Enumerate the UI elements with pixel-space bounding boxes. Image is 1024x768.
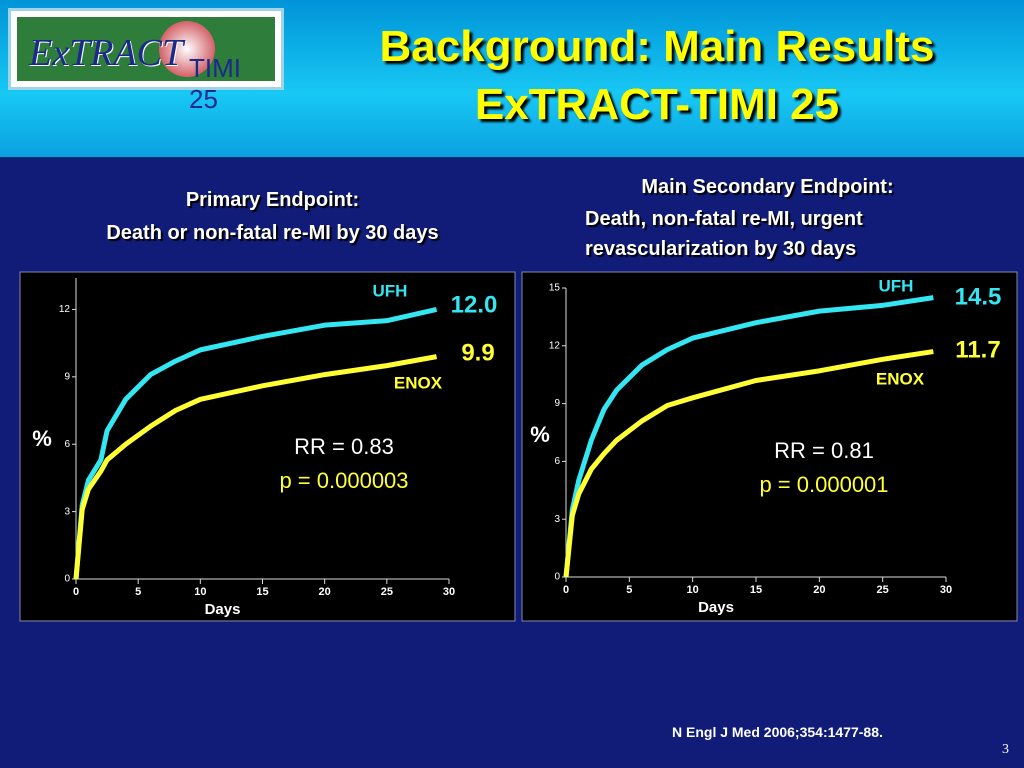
annotation: RR = 0.83 [294, 434, 394, 459]
plot-background [19, 271, 516, 622]
y-axis-label: % [530, 422, 550, 447]
y-tick-label: 9 [554, 398, 560, 409]
plot-background [521, 271, 1018, 622]
x-tick-label: 15 [750, 584, 762, 596]
y-tick-label: 6 [554, 456, 560, 467]
chart-title: Main Secondary Endpoint: [641, 176, 894, 198]
y-tick-label: 12 [59, 304, 71, 315]
data-label: 12.0 [451, 291, 498, 318]
x-tick-label: 30 [443, 586, 455, 598]
line-series [563, 349, 934, 578]
y-tick-label: 6 [64, 439, 70, 450]
annotation: RR = 0.81 [774, 438, 874, 463]
series-label: UFH [373, 281, 408, 300]
x-tick-label: 0 [73, 586, 79, 598]
x-tick-label: 10 [687, 584, 699, 596]
logo: ExTRACT TIMI 25 [8, 8, 284, 114]
y-tick-label: 12 [549, 340, 561, 351]
y-tick-label: 3 [64, 506, 70, 517]
series-label: ENOX [876, 369, 925, 388]
x-tick-label: 5 [135, 586, 141, 598]
x-tick-label: 25 [877, 584, 889, 596]
page-number: 3 [1002, 742, 1009, 757]
annotation: p = 0.000003 [279, 468, 408, 493]
data-label: 11.7 [955, 336, 1000, 363]
slide-title: ExTRACT-TIMI 25 [474, 80, 840, 129]
y-axis-label: % [32, 426, 52, 451]
logo-panel: ExTRACT TIMI 25 [17, 17, 275, 114]
line-series [563, 295, 934, 578]
x-axis-label: Days [205, 601, 241, 618]
series-label: UFH [879, 276, 914, 295]
x-tick-label: 15 [256, 586, 268, 598]
y-tick-label: 0 [64, 574, 70, 585]
line-series [73, 307, 438, 580]
chart-subtitle: Death or non-fatal re-MI by 30 days [106, 222, 439, 244]
y-tick-label: 15 [549, 283, 561, 294]
x-tick-label: 25 [381, 586, 393, 598]
x-axis-label: Days [698, 599, 734, 616]
chart-title: Primary Endpoint: [185, 189, 360, 211]
slide-title: Background: Main Results [379, 22, 935, 71]
x-tick-label: 0 [563, 584, 569, 596]
x-tick-label: 20 [813, 584, 825, 596]
data-label: 14.5 [955, 283, 1002, 310]
x-tick-label: 10 [194, 586, 206, 598]
x-tick-label: 30 [940, 584, 952, 596]
series-label: ENOX [394, 373, 443, 392]
header: ExTRACT TIMI 25 Background: Main Results… [0, 0, 1024, 159]
x-tick-label: 20 [319, 586, 331, 598]
y-tick-label: 3 [554, 514, 560, 525]
y-tick-label: 9 [64, 371, 70, 382]
data-label: 9.9 [461, 339, 494, 366]
x-tick-label: 5 [626, 584, 632, 596]
citation: N Engl J Med 2006;354:1477-88. [672, 724, 883, 740]
logo-text: ExTRACT [29, 32, 184, 74]
line-series [73, 354, 438, 580]
annotation: p = 0.000001 [759, 472, 888, 497]
logo-text: TIMI 25 [189, 53, 241, 114]
logo-heart [159, 21, 215, 77]
chart-subtitle: Death, non-fatal re-MI, urgent revascula… [585, 208, 863, 260]
y-tick-label: 0 [554, 572, 560, 583]
